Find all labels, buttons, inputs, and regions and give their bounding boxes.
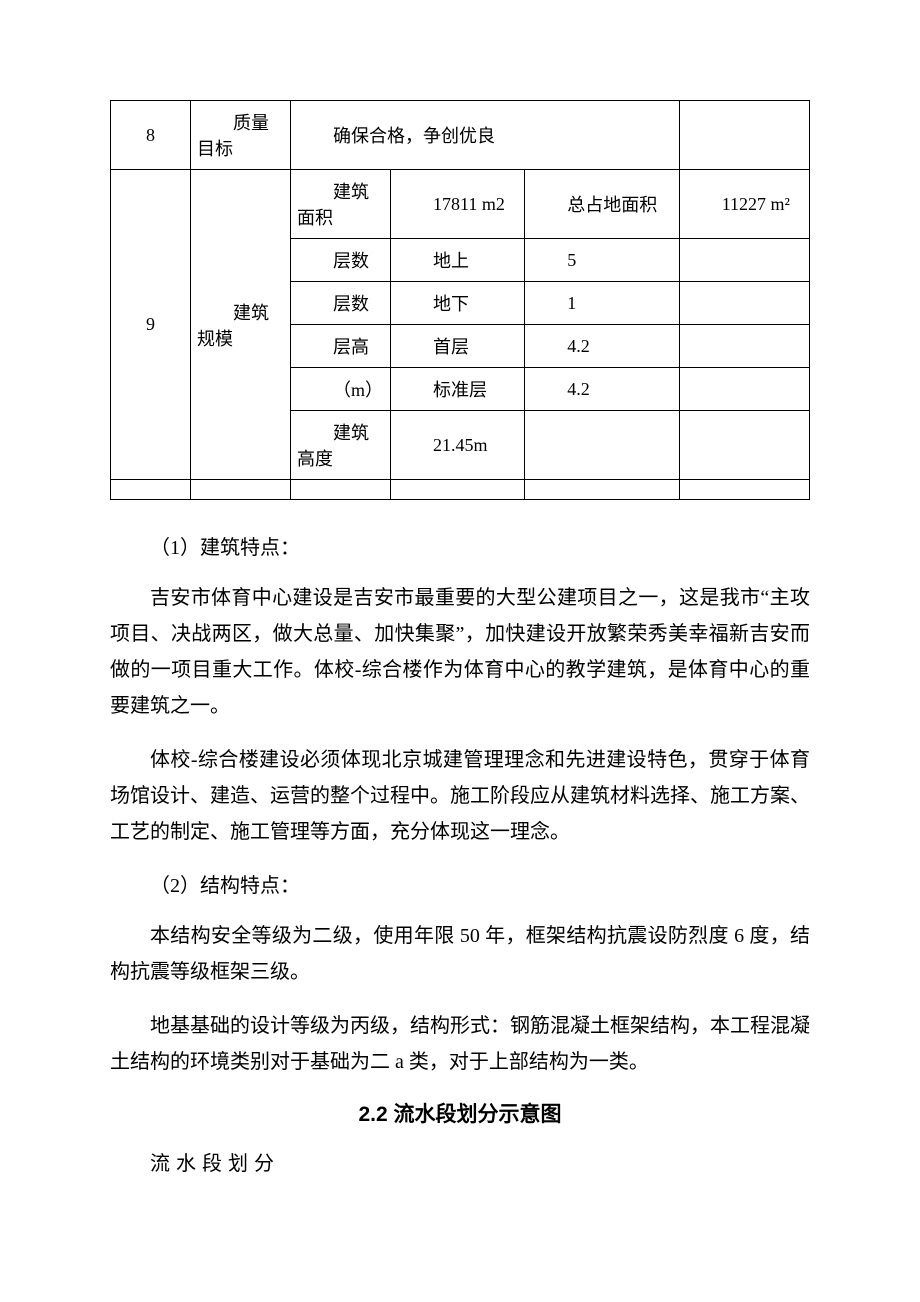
p2-heading: （2）结构特点：	[110, 868, 810, 904]
bld-height-empty2	[679, 411, 809, 480]
height-first-empty	[679, 325, 809, 368]
empty-c4	[391, 480, 525, 500]
empty-c3	[291, 480, 391, 500]
empty-c6	[679, 480, 809, 500]
height-std-empty	[679, 368, 809, 411]
table-row-empty	[111, 480, 810, 500]
land-area-value: 11227 m²	[679, 170, 809, 239]
row9-label: 建筑规模	[191, 170, 291, 480]
empty-c5	[525, 480, 679, 500]
table-row-area: 9 建筑规模 建筑面积 17811 m2 总占地面积 11227 m²	[111, 170, 810, 239]
height-first-cond: 首层	[391, 325, 525, 368]
height-std-cond: 标准层	[391, 368, 525, 411]
bld-height-empty1	[525, 411, 679, 480]
p2-body1: 本结构安全等级为二级，使用年限 50 年，框架结构抗震设防烈度 6 度，结构抗震…	[110, 918, 810, 990]
bld-height-label: 建筑高度	[291, 411, 391, 480]
p2-body2: 地基基础的设计等级为丙级，结构形式：钢筋混凝土框架结构，本工程混凝土结构的环境类…	[110, 1008, 810, 1080]
row8-value: 确保合格，争创优良	[291, 101, 680, 170]
height-std-value: 4.2	[525, 368, 679, 411]
floors-above-empty	[679, 239, 809, 282]
row9-num: 9	[111, 170, 191, 480]
floors-above-value: 5	[525, 239, 679, 282]
row8-empty	[679, 101, 809, 170]
height-std-label: （m）	[291, 368, 391, 411]
row8-num: 8	[111, 101, 191, 170]
p1-body1: 吉安市体育中心建设是吉安市最重要的大型公建项目之一，这是我市“主攻项目、决战两区…	[110, 580, 810, 724]
land-area-label: 总占地面积	[525, 170, 679, 239]
area-label: 建筑面积	[291, 170, 391, 239]
floors-above-cond: 地上	[391, 239, 525, 282]
floors-below-label: 层数	[291, 282, 391, 325]
project-info-table: 8 质量目标 确保合格，争创优良 9 建筑规模 建筑面积 17811 m2 总占…	[110, 100, 810, 500]
area-value: 17811 m2	[391, 170, 525, 239]
floors-above-label: 层数	[291, 239, 391, 282]
empty-c2	[191, 480, 291, 500]
section-title: 2.2 流水段划分示意图	[110, 1098, 810, 1128]
floors-below-cond: 地下	[391, 282, 525, 325]
p1-body2: 体校-综合楼建设必须体现北京城建管理理念和先进建设特色，贯穿于体育场馆设计、建造…	[110, 742, 810, 850]
empty-c1	[111, 480, 191, 500]
section-sub: 流水段划分	[110, 1146, 810, 1182]
floors-below-value: 1	[525, 282, 679, 325]
floors-below-empty	[679, 282, 809, 325]
table-row-quality: 8 质量目标 确保合格，争创优良	[111, 101, 810, 170]
p1-heading: （1）建筑特点：	[110, 530, 810, 566]
height-first-label: 层高	[291, 325, 391, 368]
bld-height-value: 21.45m	[391, 411, 525, 480]
row8-label: 质量目标	[191, 101, 291, 170]
height-first-value: 4.2	[525, 325, 679, 368]
